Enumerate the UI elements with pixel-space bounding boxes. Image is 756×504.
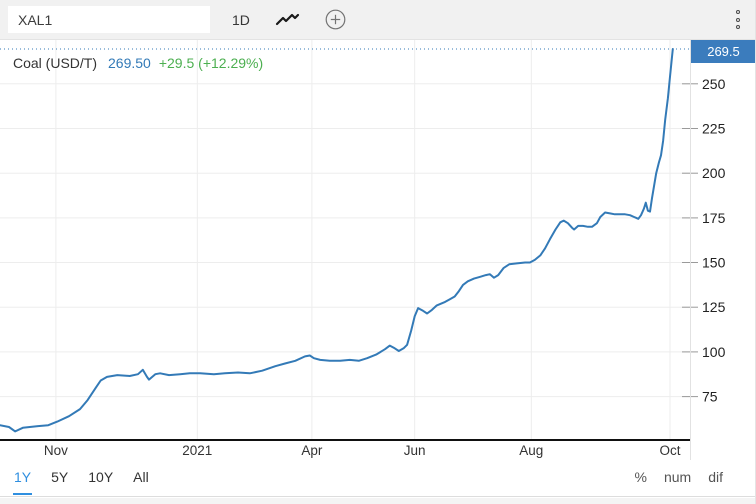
y-axis-label: 75 bbox=[702, 389, 718, 405]
y-axis-label: 150 bbox=[702, 255, 726, 271]
range-selector: 1Y 5Y 10Y All bbox=[13, 460, 150, 495]
interval-button[interactable]: 1D bbox=[232, 11, 250, 28]
mode-num[interactable]: num bbox=[663, 469, 692, 485]
x-axis-label: Nov bbox=[44, 443, 68, 458]
line-style-button[interactable] bbox=[275, 12, 300, 28]
mode-percent[interactable]: % bbox=[634, 469, 647, 485]
overflow-menu-button[interactable] bbox=[733, 6, 743, 34]
y-axis-label: 125 bbox=[702, 299, 726, 315]
y-axis-label: 250 bbox=[702, 76, 726, 92]
footer-strip bbox=[0, 498, 755, 504]
range-tab-all[interactable]: All bbox=[133, 469, 149, 485]
y-axis-label: 225 bbox=[702, 121, 726, 137]
symbol-input[interactable] bbox=[8, 6, 210, 33]
legend-change: +29.5 (+12.29%) bbox=[158, 55, 264, 71]
bottom-toolbar: 1Y 5Y 10Y All % num dif bbox=[0, 460, 755, 497]
line-style-icon bbox=[275, 13, 300, 25]
add-symbol-button[interactable] bbox=[325, 9, 346, 30]
x-axis-label: Aug bbox=[519, 443, 543, 458]
legend-symbol-title: Coal (USD/T) bbox=[13, 55, 98, 71]
price-line bbox=[0, 48, 674, 433]
display-mode-selector: % num dif bbox=[635, 469, 723, 486]
kebab-menu-icon bbox=[736, 10, 740, 15]
price-chart[interactable]: 75 100 125 150 175 200 225 250 Nov 2021 Apr Jun Aug O… bbox=[0, 40, 756, 460]
mode-dif[interactable]: dif bbox=[708, 469, 723, 485]
range-tab-10y[interactable]: 10Y bbox=[88, 469, 114, 485]
top-toolbar: 1D bbox=[0, 0, 755, 40]
plus-circle-icon bbox=[325, 9, 346, 30]
chart-area: 75 100 125 150 175 200 225 250 Nov 2021 Apr Jun Aug O… bbox=[0, 40, 756, 460]
y-axis-label: 100 bbox=[702, 344, 726, 360]
legend-last-price: 269.50 bbox=[108, 55, 151, 71]
x-axis-label: Oct bbox=[659, 443, 680, 458]
last-price-badge: 269.5 bbox=[691, 40, 755, 63]
x-axis-label: Jun bbox=[404, 443, 426, 458]
range-tab-1y[interactable]: 1Y bbox=[13, 460, 33, 495]
legend: Coal (USD/T) 269.50 +29.5 (+12.29%) bbox=[13, 55, 263, 71]
y-axis-label: 200 bbox=[702, 165, 726, 181]
range-tab-5y[interactable]: 5Y bbox=[51, 469, 69, 485]
y-axis-label: 175 bbox=[702, 210, 726, 226]
x-axis-label: Apr bbox=[301, 443, 323, 458]
x-axis-label: 2021 bbox=[182, 443, 212, 458]
